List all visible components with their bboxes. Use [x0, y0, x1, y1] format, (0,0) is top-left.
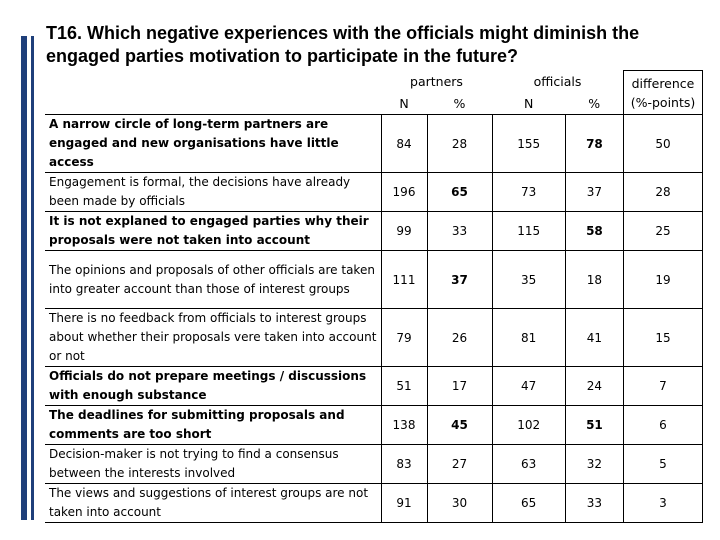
row-label: The opinions and proposals of other offi… [45, 250, 381, 309]
cell: 30 [426, 483, 493, 523]
cell: 41 [564, 308, 625, 367]
col-header: % [565, 92, 624, 115]
row-label: Decision-maker is not trying to find a c… [45, 444, 381, 484]
cell: 19 [623, 250, 703, 309]
row-label: It is not explaned to engaged parties wh… [45, 211, 381, 251]
row: There is no feedback from officials to i… [45, 308, 703, 367]
title: T16. Which negative experiences with the… [46, 23, 640, 66]
cell: 91 [380, 483, 428, 523]
cell: 24 [564, 366, 625, 406]
group-header: partners [410, 74, 463, 89]
cell: 51 [380, 366, 428, 406]
cell: 102 [491, 405, 566, 445]
cell: 28 [426, 114, 493, 173]
cell: 37 [564, 172, 625, 212]
row-label: Officials do not prepare meetings / disc… [45, 366, 381, 406]
cell: 115 [491, 211, 566, 251]
cell: 7 [623, 366, 703, 406]
cell: 81 [491, 308, 566, 367]
cell: 50 [623, 114, 703, 173]
cell: 17 [426, 366, 493, 406]
table: partners officials difference (%-points)… [45, 70, 703, 523]
cell: 37 [426, 250, 493, 309]
cell: 65 [491, 483, 566, 523]
row: The views and suggestions of interest gr… [45, 483, 703, 523]
row: It is not explaned to engaged parties wh… [45, 211, 703, 251]
cell: 155 [491, 114, 566, 173]
row: Officials do not prepare meetings / disc… [45, 366, 703, 406]
row: Engagement is formal, the decisions have… [45, 172, 703, 212]
cell: 32 [564, 444, 625, 484]
cell: 65 [426, 172, 493, 212]
col-header: N [492, 92, 566, 115]
group-header: difference (%-points) [623, 70, 703, 115]
row: Decision-maker is not trying to find a c… [45, 444, 703, 484]
cell: 25 [623, 211, 703, 251]
cell: 18 [564, 250, 625, 309]
accent-bar [31, 36, 34, 520]
cell: 63 [491, 444, 566, 484]
table-body: A narrow circle of long-term partners ar… [45, 114, 703, 523]
cell: 78 [564, 114, 625, 173]
blank [45, 92, 381, 115]
group-header: officials [533, 74, 582, 89]
cell: 99 [380, 211, 428, 251]
accent-bar [21, 36, 27, 520]
blank [45, 71, 381, 93]
row-label: A narrow circle of long-term partners ar… [45, 114, 381, 173]
cell: 5 [623, 444, 703, 484]
cell: 3 [623, 483, 703, 523]
cell: 35 [491, 250, 566, 309]
cell: 84 [380, 114, 428, 173]
col-header: N [381, 92, 427, 115]
row-label: The deadlines for submitting proposals a… [45, 405, 381, 445]
row: The opinions and proposals of other offi… [45, 250, 703, 309]
cell: 27 [426, 444, 493, 484]
row: The deadlines for submitting proposals a… [45, 405, 703, 445]
cell: 51 [564, 405, 625, 445]
cell: 6 [623, 405, 703, 445]
cell: 28 [623, 172, 703, 212]
col-header: % [427, 92, 492, 115]
cell: 83 [380, 444, 428, 484]
cell: 196 [380, 172, 428, 212]
row-label: Engagement is formal, the decisions have… [45, 172, 381, 212]
cell: 111 [380, 250, 428, 309]
cell: 58 [564, 211, 625, 251]
cell: 138 [380, 405, 428, 445]
row: A narrow circle of long-term partners ar… [45, 114, 703, 173]
row-label: There is no feedback from officials to i… [45, 308, 381, 367]
cell: 73 [491, 172, 566, 212]
cell: 47 [491, 366, 566, 406]
cell: 33 [426, 211, 493, 251]
cell: 33 [564, 483, 625, 523]
cell: 45 [426, 405, 493, 445]
cell: 15 [623, 308, 703, 367]
cell: 79 [380, 308, 428, 367]
cell: 26 [426, 308, 493, 367]
row-label: The views and suggestions of interest gr… [45, 483, 381, 523]
